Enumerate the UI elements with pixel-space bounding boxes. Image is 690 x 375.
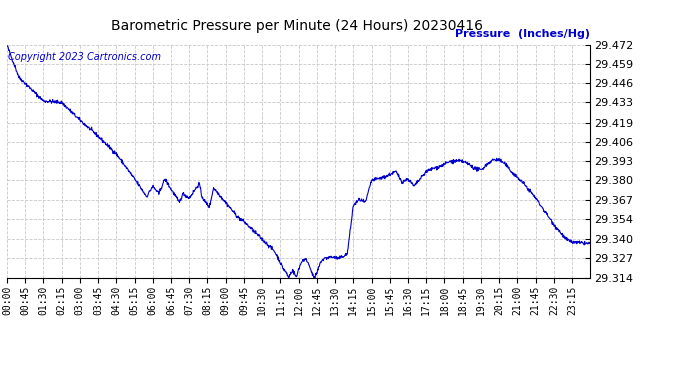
Text: Copyright 2023 Cartronics.com: Copyright 2023 Cartronics.com (8, 52, 161, 62)
Text: Pressure  (Inches/Hg): Pressure (Inches/Hg) (455, 29, 590, 39)
Text: Barometric Pressure per Minute (24 Hours) 20230416: Barometric Pressure per Minute (24 Hours… (110, 19, 483, 33)
